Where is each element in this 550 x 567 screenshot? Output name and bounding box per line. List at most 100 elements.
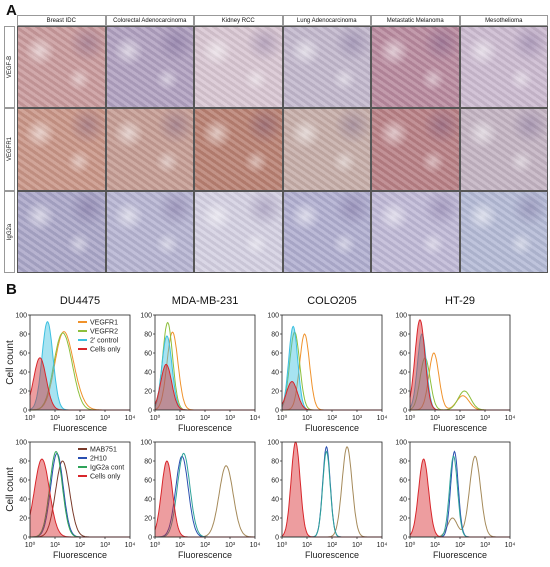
x-tick-label: 10⁰ xyxy=(405,541,416,549)
legend-label: 2H10 xyxy=(90,456,107,463)
histogram-chart: 0 20 40 60 80 100 10⁰ 10¹ 10² 10³ 10⁴ Fluorescence xyxy=(140,440,261,561)
y-tick-label: 100 xyxy=(267,313,279,320)
row-header: VEGF-B xyxy=(4,26,15,109)
ihc-tissue-image xyxy=(194,190,283,273)
x-tick-label: 10⁰ xyxy=(150,541,161,549)
ihc-tissue-image xyxy=(371,108,460,191)
x-tick-label: 10⁴ xyxy=(125,542,136,549)
y-tick-label: 100 xyxy=(140,313,152,320)
x-tick-label: 10⁴ xyxy=(250,542,261,549)
ihc-tissue-image xyxy=(105,190,194,273)
column-header: Lung Adenocarcinoma xyxy=(282,15,371,26)
y-tick-label: 60 xyxy=(399,351,407,358)
x-tick-label: 10² xyxy=(75,415,86,422)
x-axis-title: Fluorescence xyxy=(433,550,487,560)
y-tick-label: 40 xyxy=(399,370,407,377)
series-fill xyxy=(30,357,130,410)
y-tick-label: 60 xyxy=(19,478,27,485)
x-tick-label: 10³ xyxy=(480,542,491,549)
x-axis-title: Fluorescence xyxy=(433,423,487,433)
y-tick-label: 80 xyxy=(144,332,152,339)
y-tick-label: 100 xyxy=(395,313,407,320)
x-axis-title: Fluorescence xyxy=(305,550,359,560)
y-tick-label: 60 xyxy=(271,351,279,358)
x-tick-label: 10⁴ xyxy=(505,542,516,549)
x-tick-label: 10¹ xyxy=(302,415,313,422)
x-tick-label: 10² xyxy=(327,542,338,549)
column-header: Mesothelioma xyxy=(459,15,548,26)
y-tick-label: 80 xyxy=(399,459,407,466)
y-tick-label: 80 xyxy=(19,459,27,466)
x-tick-label: 10¹ xyxy=(175,415,186,422)
x-tick-label: 10¹ xyxy=(430,415,441,422)
x-tick-label: 10² xyxy=(75,542,86,549)
x-tick-label: 10² xyxy=(455,415,466,422)
x-tick-label: 10⁰ xyxy=(25,414,36,422)
ihc-tissue-image xyxy=(282,26,371,109)
y-tick-label: 60 xyxy=(19,351,27,358)
ihc-tissue-image xyxy=(105,26,194,109)
ihc-tissue-image xyxy=(17,190,106,273)
ihc-tissue-image xyxy=(459,108,548,191)
ihc-tissue-image xyxy=(459,190,548,273)
x-tick-label: 10³ xyxy=(225,542,236,549)
histogram-chart: 0 20 40 60 80 100 10⁰ 10¹ 10² 10³ 10⁴ Fluorescence xyxy=(267,313,387,434)
row-header: IgG2a xyxy=(4,190,15,273)
series-fill xyxy=(30,321,130,410)
ihc-image-grid: Breast IDC Colorectal Adenocarcinoma Kidne… xyxy=(4,15,548,273)
y-tick-label: 80 xyxy=(271,332,279,339)
ihc-tissue-image xyxy=(371,26,460,109)
y-tick-label: 20 xyxy=(144,516,152,523)
column-header: Breast IDC xyxy=(17,15,106,26)
panel-a-letter: A xyxy=(6,2,17,19)
legend-label: MAB751 xyxy=(90,447,117,454)
y-tick-label: 80 xyxy=(19,332,27,339)
column-header: Metastatic Melanoma xyxy=(371,15,460,26)
y-tick-label: 20 xyxy=(271,389,279,396)
chart-title: MDA-MB-231 xyxy=(171,295,239,307)
x-tick-label: 10⁰ xyxy=(150,414,161,422)
column-header: Kidney RCC xyxy=(194,15,283,26)
y-tick-label: 40 xyxy=(271,370,279,377)
y-tick-label: 60 xyxy=(144,478,152,485)
series-fill xyxy=(410,319,510,410)
y-axis-title: Cell count xyxy=(5,340,16,385)
x-tick-label: 10⁴ xyxy=(250,415,261,422)
ihc-tissue-image xyxy=(194,108,283,191)
y-tick-label: 40 xyxy=(19,370,27,377)
histogram-chart: 0 20 40 60 80 100 10⁰ 10¹ 10² 10³ 10⁴ Fluorescence C… xyxy=(5,313,135,434)
row-header-label: IgG2a xyxy=(6,223,13,240)
y-tick-label: 40 xyxy=(144,497,152,504)
legend-label: VEGFR2 xyxy=(90,329,118,336)
series-fill xyxy=(282,442,382,537)
legend-label: Cells only xyxy=(90,474,121,481)
column-header: Colorectal Adenocarcinoma xyxy=(105,15,194,26)
y-tick-label: 60 xyxy=(144,351,152,358)
x-tick-label: 10³ xyxy=(100,542,111,549)
y-tick-label: 20 xyxy=(19,389,27,396)
y-tick-label: 0 xyxy=(23,535,27,542)
y-tick-label: 20 xyxy=(19,516,27,523)
ihc-tissue-image xyxy=(282,190,371,273)
x-tick-label: 10³ xyxy=(480,415,491,422)
y-tick-label: 40 xyxy=(271,497,279,504)
row-header: VEGFR1 xyxy=(4,108,15,191)
x-tick-label: 10³ xyxy=(225,415,236,422)
ihc-tissue-image xyxy=(17,108,106,191)
y-tick-label: 40 xyxy=(144,370,152,377)
legend-label: VEGFR1 xyxy=(90,320,118,327)
histogram-chart: 0 20 40 60 80 100 10⁰ 10¹ 10² 10³ 10⁴ Fluorescence xyxy=(395,440,516,561)
y-tick-label: 0 xyxy=(275,408,279,415)
y-tick-label: 0 xyxy=(148,408,152,415)
y-tick-label: 60 xyxy=(271,478,279,485)
panel-b-letter: B xyxy=(6,281,17,298)
y-tick-label: 0 xyxy=(403,535,407,542)
histogram-chart: 0 20 40 60 80 100 10⁰ 10¹ 10² 10³ 10⁴ Fluorescence xyxy=(395,313,515,434)
x-tick-label: 10¹ xyxy=(50,415,61,422)
y-tick-label: 20 xyxy=(399,389,407,396)
row-header-label: VEGF-B xyxy=(6,55,13,79)
y-tick-label: 100 xyxy=(140,440,152,447)
y-tick-label: 60 xyxy=(399,478,407,485)
series-fill xyxy=(410,459,510,537)
x-tick-label: 10⁰ xyxy=(405,414,416,422)
